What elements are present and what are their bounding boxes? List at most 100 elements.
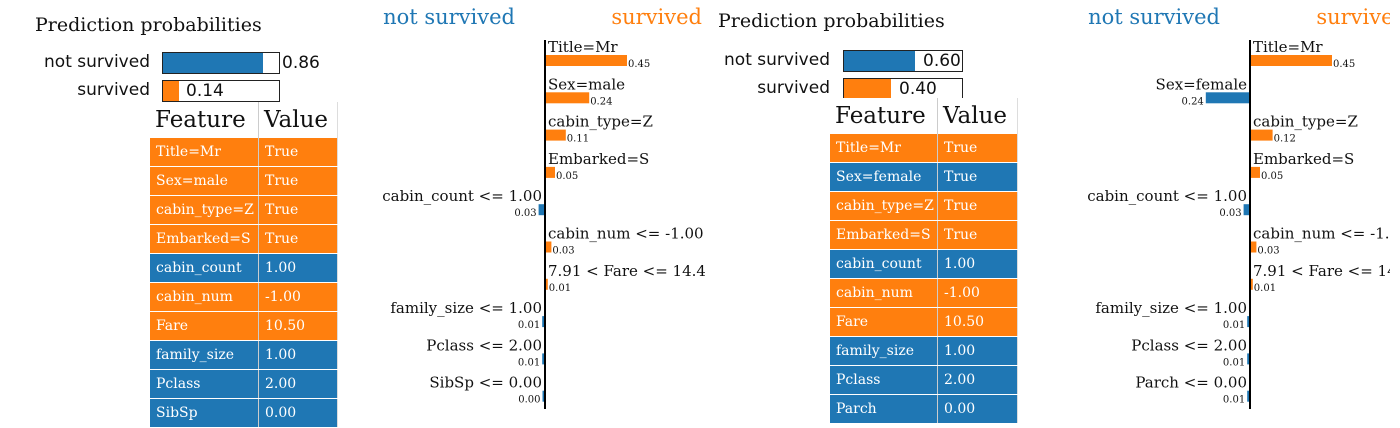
feature-cell: cabin_count — [830, 249, 938, 279]
feature-label: cabin_type=Z — [1253, 113, 1358, 131]
feature-cell: Pclass — [830, 365, 938, 395]
table-row: Embarked=S True — [150, 224, 338, 254]
value-cell: 10.50 — [937, 307, 1018, 337]
feature-label: SibSp <= 0.00 — [429, 374, 542, 392]
value-cell: 0.00 — [258, 398, 338, 428]
weight-bar — [546, 241, 552, 253]
value-cell: True — [937, 220, 1018, 250]
weight-bar — [1251, 241, 1257, 253]
feature-cell: Embarked=S — [830, 220, 938, 250]
feature-column-header: Feature — [150, 102, 259, 138]
value-cell: 0.00 — [937, 394, 1018, 424]
weight-bar — [542, 316, 544, 328]
prob-bar-fill — [163, 53, 263, 73]
value-cell: True — [258, 166, 338, 196]
value-cell: True — [258, 138, 338, 167]
weight-value-label: 0.01 — [1254, 283, 1276, 294]
prob-value: 0.60 — [923, 51, 961, 71]
feature-label: Pclass <= 2.00 — [1131, 336, 1247, 354]
weight-bar — [1251, 129, 1273, 141]
weight-value-label: 0.01 — [518, 357, 540, 368]
feature-column-header: Feature — [830, 98, 938, 134]
weight-value-label: 0.03 — [1219, 208, 1241, 219]
table-row: Title=Mr True — [830, 134, 1018, 163]
feature-cell: Title=Mr — [830, 134, 938, 163]
weight-bar — [546, 92, 590, 104]
explanation-panel-1: Prediction probabilities not survived 0.… — [0, 5, 705, 428]
weight-bar — [1251, 166, 1260, 178]
weight-bar — [1247, 353, 1249, 365]
weight-value-label: 0.24 — [590, 96, 612, 107]
feature-label: Title=Mr — [548, 38, 618, 56]
weight-bar — [542, 353, 544, 365]
weight-value-label: 0.03 — [514, 208, 536, 219]
prob-bar-box — [162, 52, 280, 74]
table-row: cabin_num -1.00 — [150, 282, 338, 312]
table-row: Embarked=S True — [830, 220, 1018, 250]
value-cell: True — [937, 162, 1018, 192]
weight-bar — [546, 278, 548, 290]
weight-value-label: 0.45 — [1333, 59, 1355, 70]
weight-bar — [1251, 278, 1253, 290]
table-row: cabin_count 1.00 — [150, 253, 338, 283]
weight-bar — [546, 55, 627, 66]
explanation-panel-2: Prediction probabilities not survived 0.… — [710, 0, 1400, 425]
feature-cell: SibSp — [150, 398, 259, 428]
prob-row-not-survived: not survived 0.86 — [0, 52, 320, 76]
class-right-label: survived — [1316, 5, 1390, 29]
prob-label: survived — [77, 80, 150, 100]
table-row: Sex=female True — [830, 162, 1018, 192]
feature-cell: Pclass — [150, 369, 259, 399]
prob-bar-box — [843, 78, 963, 100]
table-row: Sex=male True — [150, 166, 338, 196]
value-cell: 2.00 — [937, 365, 1018, 395]
table-row: cabin_num -1.00 — [830, 278, 1018, 308]
prob-value: 0.14 — [186, 81, 224, 101]
value-cell: 1.00 — [258, 253, 338, 283]
weight-value-label: 0.01 — [1223, 320, 1245, 331]
weight-value-label: 0.03 — [552, 246, 574, 257]
value-column-header: Value — [258, 102, 338, 138]
feature-cell: Fare — [830, 307, 938, 337]
value-cell: 10.50 — [258, 311, 338, 341]
weight-bar — [1243, 204, 1249, 216]
feature-weights-chart: not survived survived Title=Mr 0.45 Sex=fema… — [1087, 5, 1390, 409]
prob-label: not survived — [44, 52, 150, 72]
value-cell: -1.00 — [258, 282, 338, 312]
feature-weights-chart: not survived survived Title=Mr 0.45Sex=male… — [382, 5, 705, 409]
table-row: Title=Mr True — [150, 138, 338, 167]
weight-bar — [1251, 55, 1332, 66]
feature-cell: cabin_num — [830, 278, 938, 308]
feature-label: cabin_count <= 1.00 — [382, 187, 542, 205]
feature-cell: cabin_num — [150, 282, 259, 312]
weight-value-label: 0.01 — [518, 320, 540, 331]
weight-bar — [1247, 316, 1249, 328]
feature-label: cabin_count <= 1.00 — [1087, 187, 1247, 205]
value-cell: 1.00 — [937, 249, 1018, 279]
value-cell: True — [937, 191, 1018, 221]
weight-value-label: 0.00 — [518, 395, 540, 406]
feature-label: Title=Mr — [1253, 38, 1323, 56]
prediction-probabilities-title: Prediction probabilities — [718, 10, 945, 32]
weight-bar — [538, 204, 544, 216]
class-left-label: not survived — [383, 5, 515, 29]
feature-label: cabin_num <= -1.00 — [548, 225, 704, 243]
feature-label: Sex=female — [1156, 75, 1248, 93]
prob-label: survived — [757, 78, 830, 98]
feature-cell: Title=Mr — [150, 138, 259, 167]
weight-bar — [542, 390, 544, 402]
value-column-header: Value — [937, 98, 1018, 134]
prediction-probabilities-title: Prediction probabilities — [35, 14, 262, 36]
prob-value: 0.86 — [282, 53, 320, 73]
value-cell: True — [258, 224, 338, 254]
feature-label: 7.91 < Fare <= 14.45 — [1253, 262, 1390, 280]
weight-value-label: 0.03 — [1257, 246, 1279, 257]
weight-bar — [546, 129, 566, 141]
table-row: cabin_type=Z True — [150, 195, 338, 225]
prob-bar-box — [843, 50, 963, 72]
prob-row-not-survived: not survived 0.60 — [710, 50, 970, 74]
prob-row-survived: survived 0.40 — [710, 78, 970, 102]
prob-row-survived: survived 0.14 — [0, 80, 300, 104]
table-row: Pclass 2.00 — [830, 365, 1018, 395]
value-cell: 1.00 — [937, 336, 1018, 366]
